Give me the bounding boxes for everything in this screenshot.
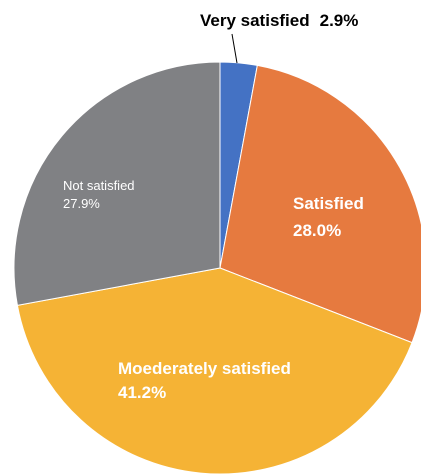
slice-label-not-satisfied: Not satisfied: [63, 178, 135, 193]
slice-value-satisfied: 28.0%: [293, 221, 341, 240]
very-satisfied-leader-line: [231, 33, 238, 64]
slice-label-moderately-satisfied: Moederately satisfied: [118, 359, 291, 378]
slice-value-not-satisfied: 27.9%: [63, 196, 100, 211]
slice-value-moderately-satisfied: 41.2%: [118, 383, 166, 402]
pie-slice-satisfied: [219, 64, 421, 344]
pie-slice-not-satisfied: [13, 61, 221, 306]
slice-label-very-satisfied: Very satisfied 2.9%: [200, 11, 358, 30]
pie-slice-moderately-satisfied: [16, 267, 413, 474]
slice-label-satisfied: Satisfied: [293, 194, 364, 213]
pie-slices: [13, 61, 421, 474]
